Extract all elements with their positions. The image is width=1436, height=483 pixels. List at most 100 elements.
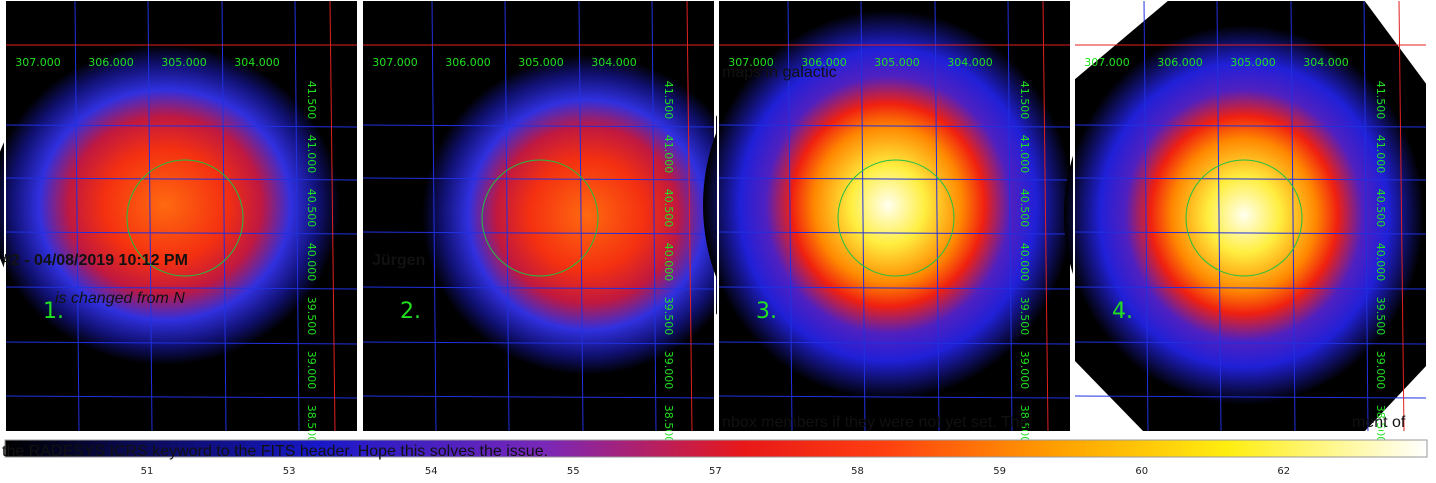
overlay-text: Jürgen	[372, 252, 426, 269]
y-coord-label: 40.000	[1018, 243, 1031, 282]
grid-line	[717, 124, 1072, 128]
x-coord-label: 307.000	[15, 56, 61, 69]
blank-corner	[1364, 365, 1427, 432]
colorbar	[4, 439, 1428, 458]
y-coord-label: 38.500	[1374, 405, 1387, 444]
grid-line	[1073, 286, 1428, 290]
overlay-text: the RADESYS ICRS keyword to the FITS hea…	[2, 443, 549, 460]
crosshair	[1042, 0, 1049, 433]
y-coord-label: 39.000	[305, 351, 318, 390]
y-coord-label: 41.000	[662, 135, 675, 174]
grid-line	[717, 231, 1072, 235]
y-coord-label: 39.500	[662, 297, 675, 336]
x-coord-label: 306.000	[88, 56, 134, 69]
x-coord-label: 305.000	[1230, 56, 1276, 69]
panel-label: 2.	[400, 299, 421, 324]
x-coord-label: 306.000	[801, 56, 847, 69]
grid-line	[1073, 341, 1428, 345]
overlay-text: maps in galactic	[722, 64, 837, 81]
grid-line	[1143, 0, 1149, 433]
emission-blob	[422, 55, 752, 375]
region-circle	[481, 159, 599, 277]
grid-line	[1007, 0, 1013, 433]
grid-line	[361, 231, 716, 235]
grid-line	[860, 0, 866, 433]
x-coord-label: 307.000	[372, 56, 418, 69]
grid-line	[74, 0, 80, 433]
grid-line	[717, 177, 1072, 181]
x-coord-label: 304.000	[947, 56, 993, 69]
emission-blob	[703, 10, 1073, 400]
y-coord-label: 40.500	[1374, 189, 1387, 228]
colorbar-label: 62	[1277, 466, 1290, 477]
overlay-text: ment of	[1352, 414, 1406, 431]
region-circle	[126, 159, 244, 277]
map-panel: 307.000 306.000 305.000 304.000 41.500 41.000…	[0, 0, 359, 444]
colorbar-label: 57	[709, 466, 722, 477]
emission-blob	[1064, 25, 1424, 405]
colorbar-label: 51	[141, 466, 154, 477]
grid-line	[1073, 395, 1428, 399]
crosshair	[1398, 0, 1405, 433]
colorbar-label: 55	[567, 466, 580, 477]
grid-line	[361, 341, 716, 345]
map-panel: 307.000 306.000 305.000 304.000 41.500 41.000…	[703, 0, 1073, 443]
grid-line	[4, 231, 359, 235]
y-coord-label: 38.500	[662, 405, 675, 444]
colorbar-label: 58	[851, 466, 864, 477]
x-coord-label: 306.000	[445, 56, 491, 69]
blank-corner	[1074, 0, 1169, 80]
y-coord-label: 40.500	[305, 189, 318, 228]
x-coord-label: 307.000	[728, 56, 774, 69]
x-coord-label: 304.000	[234, 56, 280, 69]
grid-line	[4, 395, 359, 399]
x-coord-label: 305.000	[161, 56, 207, 69]
y-coord-label: 41.500	[662, 81, 675, 120]
region-circle	[1185, 159, 1303, 277]
panel-border	[1073, 0, 1428, 433]
x-coord-label: 306.000	[1157, 56, 1203, 69]
grid-line	[4, 286, 359, 290]
grid-line	[717, 286, 1072, 290]
grid-line	[1290, 0, 1296, 433]
grid-line	[717, 341, 1072, 345]
grid-line	[4, 124, 359, 128]
y-coord-label: 41.000	[1018, 135, 1031, 174]
panel-label: 1.	[43, 299, 64, 324]
colorbar-label: 53	[283, 466, 296, 477]
crosshair	[329, 0, 336, 433]
panel-label: 3.	[756, 299, 777, 324]
y-coord-label: 40.000	[662, 243, 675, 282]
grid-line	[504, 0, 510, 433]
grid-line	[1073, 124, 1428, 128]
y-coord-label: 41.000	[305, 135, 318, 174]
grid-line	[4, 177, 359, 181]
y-coord-label: 39.000	[1374, 351, 1387, 390]
y-coord-label: 39.500	[1374, 297, 1387, 336]
y-coord-label: 41.500	[305, 81, 318, 120]
region-circle	[837, 159, 955, 277]
y-coord-label: 38.500	[1018, 405, 1031, 444]
grid-line	[1073, 177, 1428, 181]
y-coord-label: 41.500	[1374, 81, 1387, 120]
y-coord-label: 40.500	[662, 189, 675, 228]
grid-line	[1363, 0, 1369, 433]
y-coord-label: 39.500	[305, 297, 318, 336]
x-coord-label: 304.000	[591, 56, 637, 69]
grid-line	[787, 0, 793, 433]
overlay-text: is changed from N	[55, 290, 185, 307]
y-coord-label: 39.000	[662, 351, 675, 390]
overlay-text: nbox members if they were not yet set. T…	[722, 414, 1032, 431]
grid-line	[578, 0, 584, 433]
grid-line	[361, 286, 716, 290]
y-coord-label: 38.500	[305, 405, 318, 444]
panel-label: 4.	[1112, 299, 1133, 324]
x-coord-label: 305.000	[518, 56, 564, 69]
grid-line	[4, 341, 359, 345]
colorbar-label: 54	[425, 466, 438, 477]
x-coord-label: 307.000	[1084, 56, 1130, 69]
grid-line	[431, 0, 437, 433]
x-coord-label: 305.000	[874, 56, 920, 69]
